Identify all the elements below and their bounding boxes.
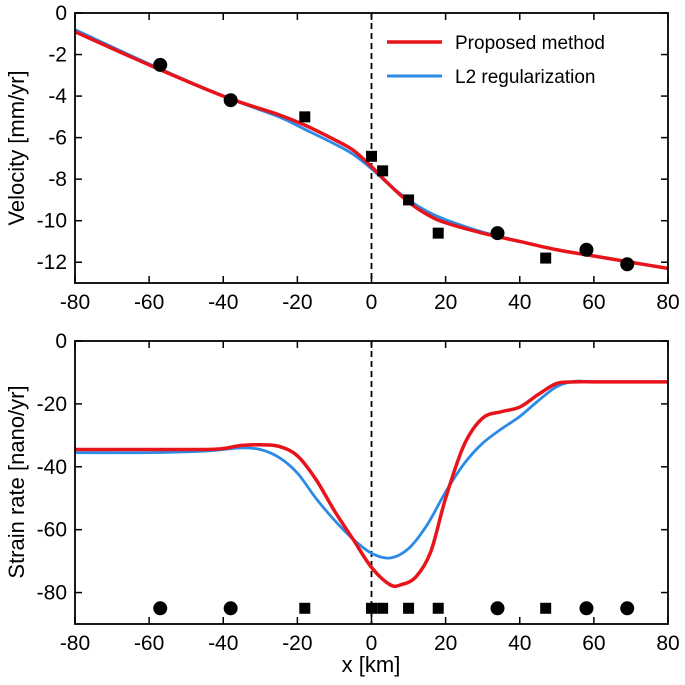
legend-proposed-label: Proposed method	[455, 33, 605, 54]
velocity-y-tick-label: 0	[55, 2, 67, 25]
station-marker-circle	[153, 601, 168, 616]
strain-y-axis-label: Strain rate [nano/yr]	[4, 385, 29, 578]
strain-x-tick-label: -40	[208, 632, 238, 655]
x-axis-label: x [km]	[342, 652, 401, 677]
strain-y-tick-label: -40	[37, 456, 67, 479]
velocity-y-axis-label: Velocity [mm/yr]	[4, 70, 29, 225]
strain-y-ticks: 0 -20 -40 -60 -80	[37, 330, 668, 605]
station-marker-square	[432, 602, 444, 614]
velocity-x-tick-label: 80	[656, 291, 679, 314]
proposed-method-strain-line	[75, 380, 668, 589]
velocity-observation-square	[403, 194, 415, 206]
velocity-x-tick-label: -20	[282, 291, 312, 314]
velocity-y-tick-label: -6	[48, 127, 67, 150]
velocity-x-tick-label: -60	[134, 291, 164, 314]
l2-regularization-strain-line	[75, 379, 668, 560]
strain-x-ticks: -80 -60 -40 -20 0 20 40 60 80	[60, 341, 680, 655]
velocity-x-tick-label: -80	[60, 291, 90, 314]
strain-x-tick-label: 80	[656, 632, 679, 655]
strain-x-tick-label: 40	[508, 632, 531, 655]
velocity-observation-square	[432, 227, 444, 239]
velocity-observation-circle	[223, 93, 238, 108]
strain-rate-panel: -80 -60 -40 -20 0 20 40 60 80 0 -20 -40 -60 -80 Stra…	[4, 330, 680, 677]
station-marker-square	[366, 602, 377, 614]
velocity-x-tick-label: 0	[366, 291, 378, 314]
velocity-observation-circle	[153, 57, 168, 72]
strain-x-tick-label: -60	[134, 632, 164, 655]
velocity-observation-square	[366, 150, 377, 162]
velocity-x-tick-label: -40	[208, 291, 238, 314]
velocity-x-tick-label: 40	[508, 291, 531, 314]
velocity-observation-square	[540, 252, 552, 264]
velocity-panel: -80 -60 -40 -20 0 20 40 60 80 0 -2 -4 -6 -8 -10 -12 Ve…	[4, 2, 680, 314]
velocity-y-tick-label: -12	[37, 251, 67, 274]
strain-y-tick-label: -20	[37, 393, 67, 416]
velocity-x-tick-label: 20	[434, 291, 457, 314]
station-markers	[153, 601, 635, 616]
strain-series-group	[75, 379, 668, 589]
velocity-x-tick-label: 60	[582, 291, 605, 314]
velocity-x-ticks: -80 -60 -40 -20 0 20 40 60 80	[60, 13, 680, 314]
velocity-observations	[153, 57, 635, 272]
station-marker-square	[403, 602, 415, 614]
station-marker-circle	[579, 601, 594, 616]
velocity-y-tick-label: -2	[48, 44, 67, 67]
station-marker-circle	[490, 601, 505, 616]
strain-x-tick-label: -80	[60, 632, 90, 655]
strain-x-tick-label: -20	[282, 632, 312, 655]
strain-x-tick-label: 0	[366, 632, 378, 655]
velocity-y-ticks: 0 -2 -4 -6 -8 -10 -12	[37, 2, 668, 274]
strain-y-tick-label: -60	[37, 519, 67, 542]
station-marker-square	[377, 602, 389, 614]
velocity-observation-circle	[620, 257, 635, 272]
strain-x-tick-label: 60	[582, 632, 605, 655]
proposed-method-velocity-line	[75, 30, 668, 271]
velocity-y-tick-label: -8	[48, 168, 67, 191]
station-marker-circle	[620, 601, 635, 616]
velocity-observation-square	[299, 111, 311, 123]
velocity-y-tick-label: -10	[37, 210, 67, 233]
station-marker-square	[299, 602, 311, 614]
velocity-y-tick-label: -4	[48, 85, 67, 108]
station-marker-circle	[223, 601, 238, 616]
velocity-observation-circle	[579, 242, 594, 257]
velocity-observation-square	[377, 165, 389, 177]
strain-x-tick-label: 20	[434, 632, 457, 655]
velocity-observation-circle	[490, 226, 505, 241]
strain-y-tick-label: -80	[37, 582, 67, 605]
strain-y-tick-label: 0	[55, 330, 67, 353]
legend: Proposed method L2 regularization	[387, 33, 605, 88]
station-marker-square	[540, 602, 552, 614]
legend-l2-label: L2 regularization	[455, 67, 595, 88]
velocity-series-group	[75, 28, 668, 271]
